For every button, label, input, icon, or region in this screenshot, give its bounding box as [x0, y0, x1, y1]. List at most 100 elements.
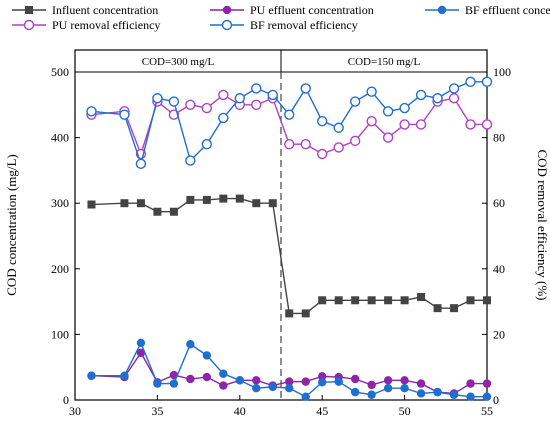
legend-marker-1 — [222, 5, 232, 15]
data-point — [416, 389, 426, 398]
data-point — [448, 83, 460, 94]
data-point — [251, 99, 262, 111]
y-left-tick-label: 100 — [51, 327, 69, 341]
data-point — [415, 89, 427, 101]
data-point — [400, 383, 409, 393]
data-point — [301, 309, 310, 318]
data-point — [235, 194, 244, 203]
data-point — [252, 376, 261, 385]
y-left-tick-label: 500 — [51, 65, 69, 79]
x-tick-label: 55 — [481, 404, 493, 418]
data-point — [87, 200, 96, 209]
y-left-tick-label: 300 — [51, 196, 69, 210]
data-point — [367, 390, 376, 399]
data-point — [466, 296, 475, 305]
data-point — [136, 199, 145, 208]
legend-label-0: Influent concentration — [52, 3, 158, 17]
y-right-tick-label: 100 — [493, 65, 511, 79]
data-point — [153, 207, 162, 216]
data-point — [417, 293, 426, 302]
data-point — [202, 195, 211, 204]
data-point — [382, 132, 394, 143]
y-left-tick-label: 400 — [51, 131, 69, 145]
data-point — [399, 102, 410, 114]
y-right-tick-label: 0 — [493, 393, 499, 407]
data-point — [482, 379, 492, 388]
y-right-axis-label: COD removal efficiency (%) — [535, 149, 550, 300]
data-point — [135, 158, 147, 170]
data-point — [219, 381, 228, 390]
legend-label-1: PU effluent concentration — [250, 3, 374, 17]
data-point — [252, 383, 261, 393]
data-point — [481, 76, 493, 88]
data-point — [481, 119, 493, 130]
data-point — [169, 379, 179, 388]
data-point — [382, 106, 394, 117]
data-point — [218, 112, 229, 124]
data-point — [433, 387, 442, 397]
data-point — [400, 376, 409, 385]
data-point — [350, 387, 360, 397]
y-left-tick-label: 200 — [51, 262, 69, 276]
data-point — [285, 377, 294, 386]
data-point — [466, 392, 475, 401]
data-point — [202, 351, 212, 360]
y-right-tick-label: 20 — [493, 327, 505, 341]
data-point — [120, 199, 129, 208]
data-point — [432, 93, 443, 104]
data-point — [235, 376, 244, 385]
data-point — [285, 383, 294, 393]
data-point — [168, 109, 180, 120]
legend-label-2: PU removal efficiency — [52, 18, 160, 32]
data-point — [350, 374, 360, 384]
data-point — [349, 96, 361, 107]
data-point — [201, 138, 213, 150]
data-point — [384, 296, 393, 305]
data-point — [300, 83, 311, 94]
data-point — [252, 199, 261, 208]
data-point — [466, 379, 475, 388]
data-point — [383, 376, 393, 385]
data-point — [186, 340, 195, 349]
data-point — [168, 96, 180, 107]
data-point — [317, 115, 328, 127]
legend-marker-3 — [437, 5, 447, 15]
data-point — [86, 106, 97, 117]
data-point — [201, 102, 213, 114]
data-point — [367, 296, 376, 305]
data-point — [318, 372, 327, 381]
data-point — [87, 371, 96, 380]
x-tick-label: 50 — [399, 404, 411, 418]
data-point — [153, 379, 162, 388]
y-right-tick-label: 60 — [493, 196, 505, 210]
data-point — [349, 135, 361, 147]
data-point — [318, 296, 327, 305]
data-point — [465, 76, 476, 88]
data-point — [416, 379, 426, 388]
legend-label-4: BF removal efficiency — [250, 18, 358, 32]
data-point — [186, 195, 195, 204]
data-point — [333, 142, 344, 153]
data-point — [318, 378, 327, 387]
data-point — [367, 380, 376, 390]
phase-label-2: COD=150 mg/L — [348, 56, 421, 68]
data-point — [202, 372, 212, 382]
y-right-tick-label: 40 — [493, 262, 505, 276]
data-point — [366, 115, 377, 127]
data-point — [268, 199, 277, 208]
data-point — [285, 309, 294, 318]
data-point — [284, 138, 295, 150]
y-left-tick-label: 0 — [63, 393, 69, 407]
data-point — [301, 392, 310, 401]
data-point — [482, 392, 492, 401]
data-point — [334, 377, 343, 386]
legend-marker-4 — [221, 19, 233, 31]
data-point — [136, 338, 146, 348]
data-point — [433, 304, 442, 313]
legend-marker-2 — [23, 19, 35, 31]
y-right-tick-label: 80 — [493, 131, 505, 145]
data-point — [169, 207, 178, 216]
data-point — [284, 109, 295, 120]
data-point — [185, 99, 196, 111]
